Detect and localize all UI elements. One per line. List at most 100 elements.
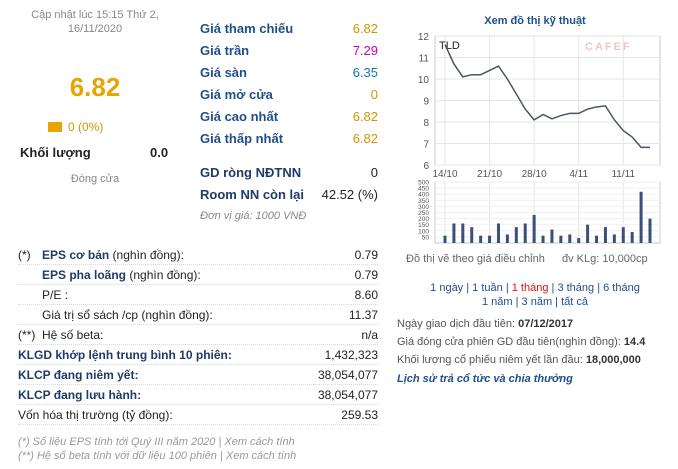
period-option[interactable]: 3 năm	[521, 296, 553, 308]
period-option[interactable]: 1 năm	[481, 296, 513, 308]
fundamental-value: 38,054,077	[317, 367, 378, 382]
volume-tick-label: 500	[418, 180, 429, 187]
volume-bar	[568, 234, 572, 243]
fundamental-label-rest: Vốn hóa thị trường (tỷ đồng):	[18, 407, 173, 422]
period-separator: |	[552, 296, 562, 308]
price-tick-label: 9	[423, 97, 429, 108]
volume-bar	[630, 232, 634, 243]
volume-bar	[461, 223, 465, 243]
volume-bar	[541, 235, 545, 243]
price-tick-label: 10	[418, 75, 430, 86]
period-separator: |	[594, 282, 604, 294]
price-row-floor: Giá sàn 6.35	[200, 61, 378, 83]
fundamental-label-bold: KLCP đang niêm yết:	[18, 367, 139, 382]
first-volume-label: Khối lượng cổ phiếu niêm yết lần đầu:	[397, 354, 586, 366]
price-value: 6.35	[352, 64, 378, 80]
date-tick-label: 11/11	[611, 169, 635, 180]
period-option[interactable]: 3 tháng	[557, 282, 595, 294]
foreign-net-value: 0	[370, 164, 378, 180]
period-line-2: 1 năm | 3 năm | tất cả	[400, 295, 670, 309]
price-tick-label: 6	[423, 161, 429, 172]
period-separator: |	[463, 282, 473, 294]
fundamental-value: 1,432,323	[324, 347, 378, 362]
period-separator: |	[548, 282, 558, 294]
fundamental-label: Hệ số beta:	[42, 328, 361, 342]
volume-bar	[479, 235, 483, 243]
period-separator: |	[502, 282, 512, 294]
dividend-history-link[interactable]: Lịch sử trả cổ tức và chia thưởng	[397, 373, 573, 385]
chart-title-link[interactable]: Xem đồ thị kỹ thuật	[484, 15, 586, 27]
volume-bar	[505, 234, 509, 243]
period-option[interactable]: 6 tháng	[603, 282, 640, 294]
foreign-room-value: 42.52 (%)	[321, 186, 378, 202]
price-label: Giá cao nhất	[200, 108, 279, 124]
chart-note-volume-unit: đv KLg: 10,000cp	[562, 253, 648, 265]
volume-bar	[639, 191, 643, 243]
technical-chart[interactable]: 12 11 10 9 8 7 614/10 21/10 28/10 4/11 11/11 CAFEF T…	[395, 30, 678, 250]
volume-label: Khối lượng	[20, 145, 91, 160]
fundamental-row: KLCP đang niêm yết: 38,054,077	[18, 365, 378, 385]
first-volume-row: Khối lượng cổ phiếu niêm yết lần đầu: 18…	[397, 354, 641, 366]
beta-note[interactable]: (**) Hệ số beta tính với dữ liệu 100 phi…	[18, 450, 297, 462]
fundamental-row: KLGD khớp lệnh trung bình 10 phiên: 1,432…	[18, 345, 378, 365]
volume-bar	[532, 214, 536, 243]
period-option[interactable]: 1 ngày	[430, 282, 464, 294]
fundamental-value: 0.79	[354, 247, 378, 262]
price-label: Giá mở cửa	[200, 86, 273, 102]
volume-tick-label: 400	[418, 192, 429, 199]
volume-bar	[523, 223, 527, 243]
first-trade-value: 07/12/2017	[518, 318, 574, 330]
first-price-row: Giá đóng cửa phiên GD đầu tiên(nghìn đồn…	[397, 336, 645, 348]
fundamental-label: KLGD khớp lệnh trung bình 10 phiên:	[18, 348, 325, 362]
fundamental-label-bold: KLCP đang lưu hành:	[18, 387, 142, 402]
footnote-mark: (*)	[18, 247, 31, 262]
price-row-open: Giá mở cửa 0	[200, 83, 378, 105]
change-square-icon	[48, 122, 62, 132]
volume-bar	[452, 223, 456, 243]
period-option[interactable]: 1 tuần	[472, 282, 503, 294]
price-row-ceiling: Giá trần 7.29	[200, 39, 378, 61]
volume-bar	[586, 224, 590, 243]
period-separator: |	[512, 296, 522, 308]
volume-bar	[496, 223, 500, 243]
volume-tick-label: 100	[418, 228, 429, 235]
fundamental-row: (**) Hệ số beta: n/a	[18, 325, 378, 345]
volume-bar	[612, 234, 616, 243]
price-label: Giá thấp nhất	[200, 130, 284, 146]
price-unit-note: Đơn vị giá: 1000 VNĐ	[200, 210, 307, 222]
fundamental-label-rest: (nghìn đồng):	[126, 267, 201, 282]
price-tick-label: 12	[418, 32, 430, 43]
price-value: 6.82	[352, 108, 378, 124]
fundamental-label-rest: Hệ số beta:	[42, 327, 104, 342]
period-option[interactable]: tất cả	[561, 296, 589, 308]
fundamental-row: P/E : 8.60	[18, 285, 378, 305]
cafef-watermark: CAFEF	[585, 41, 632, 53]
foreign-room-label: Room NN còn lại	[200, 186, 305, 202]
volume-tick-label: 300	[418, 204, 429, 211]
fundamental-label-rest: (nghìn đồng):	[109, 247, 184, 262]
fundamental-value: n/a	[361, 327, 378, 342]
price-row-low: Giá thấp nhất 6.82	[200, 127, 378, 149]
foreign-room-row: Room NN còn lại 42.52 (%)	[200, 183, 378, 205]
fundamental-label: EPS pha loãng (nghìn đồng):	[42, 268, 355, 282]
price-value: 0	[370, 86, 378, 102]
volume-bar	[603, 227, 607, 243]
price-line	[444, 44, 650, 149]
volume-bar	[443, 235, 447, 243]
fundamental-label-bold: EPS cơ bản	[42, 247, 110, 262]
fundamental-row: KLCP đang lưu hành: 38,054,077	[18, 385, 378, 405]
eps-note[interactable]: (*) Số liệu EPS tính tới Quý III năm 202…	[18, 436, 295, 448]
price-label: Giá sàn	[200, 64, 247, 80]
period-selector: 1 ngày | 1 tuần | 1 tháng | 3 tháng | 6 …	[400, 281, 670, 309]
fundamental-row: Vốn hóa thị trường (tỷ đồng): 259.53	[18, 405, 378, 425]
fundamental-value: 259.53	[341, 407, 378, 422]
price-row-high: Giá cao nhất 6.82	[200, 105, 378, 127]
volume-value: 0.0	[150, 145, 169, 160]
first-price-label: Giá đóng cửa phiên GD đầu tiên(nghìn đồn…	[397, 336, 624, 348]
period-option[interactable]: 1 tháng	[511, 282, 549, 294]
market-status: Đóng cửa	[70, 173, 120, 185]
fundamental-label: Giá trị sổ sách /cp (nghìn đồng):	[42, 308, 349, 322]
volume-bar	[648, 218, 652, 243]
price-value: 6.82	[352, 130, 378, 146]
price-row-reference: Giá tham chiếu 6.82	[200, 17, 378, 39]
